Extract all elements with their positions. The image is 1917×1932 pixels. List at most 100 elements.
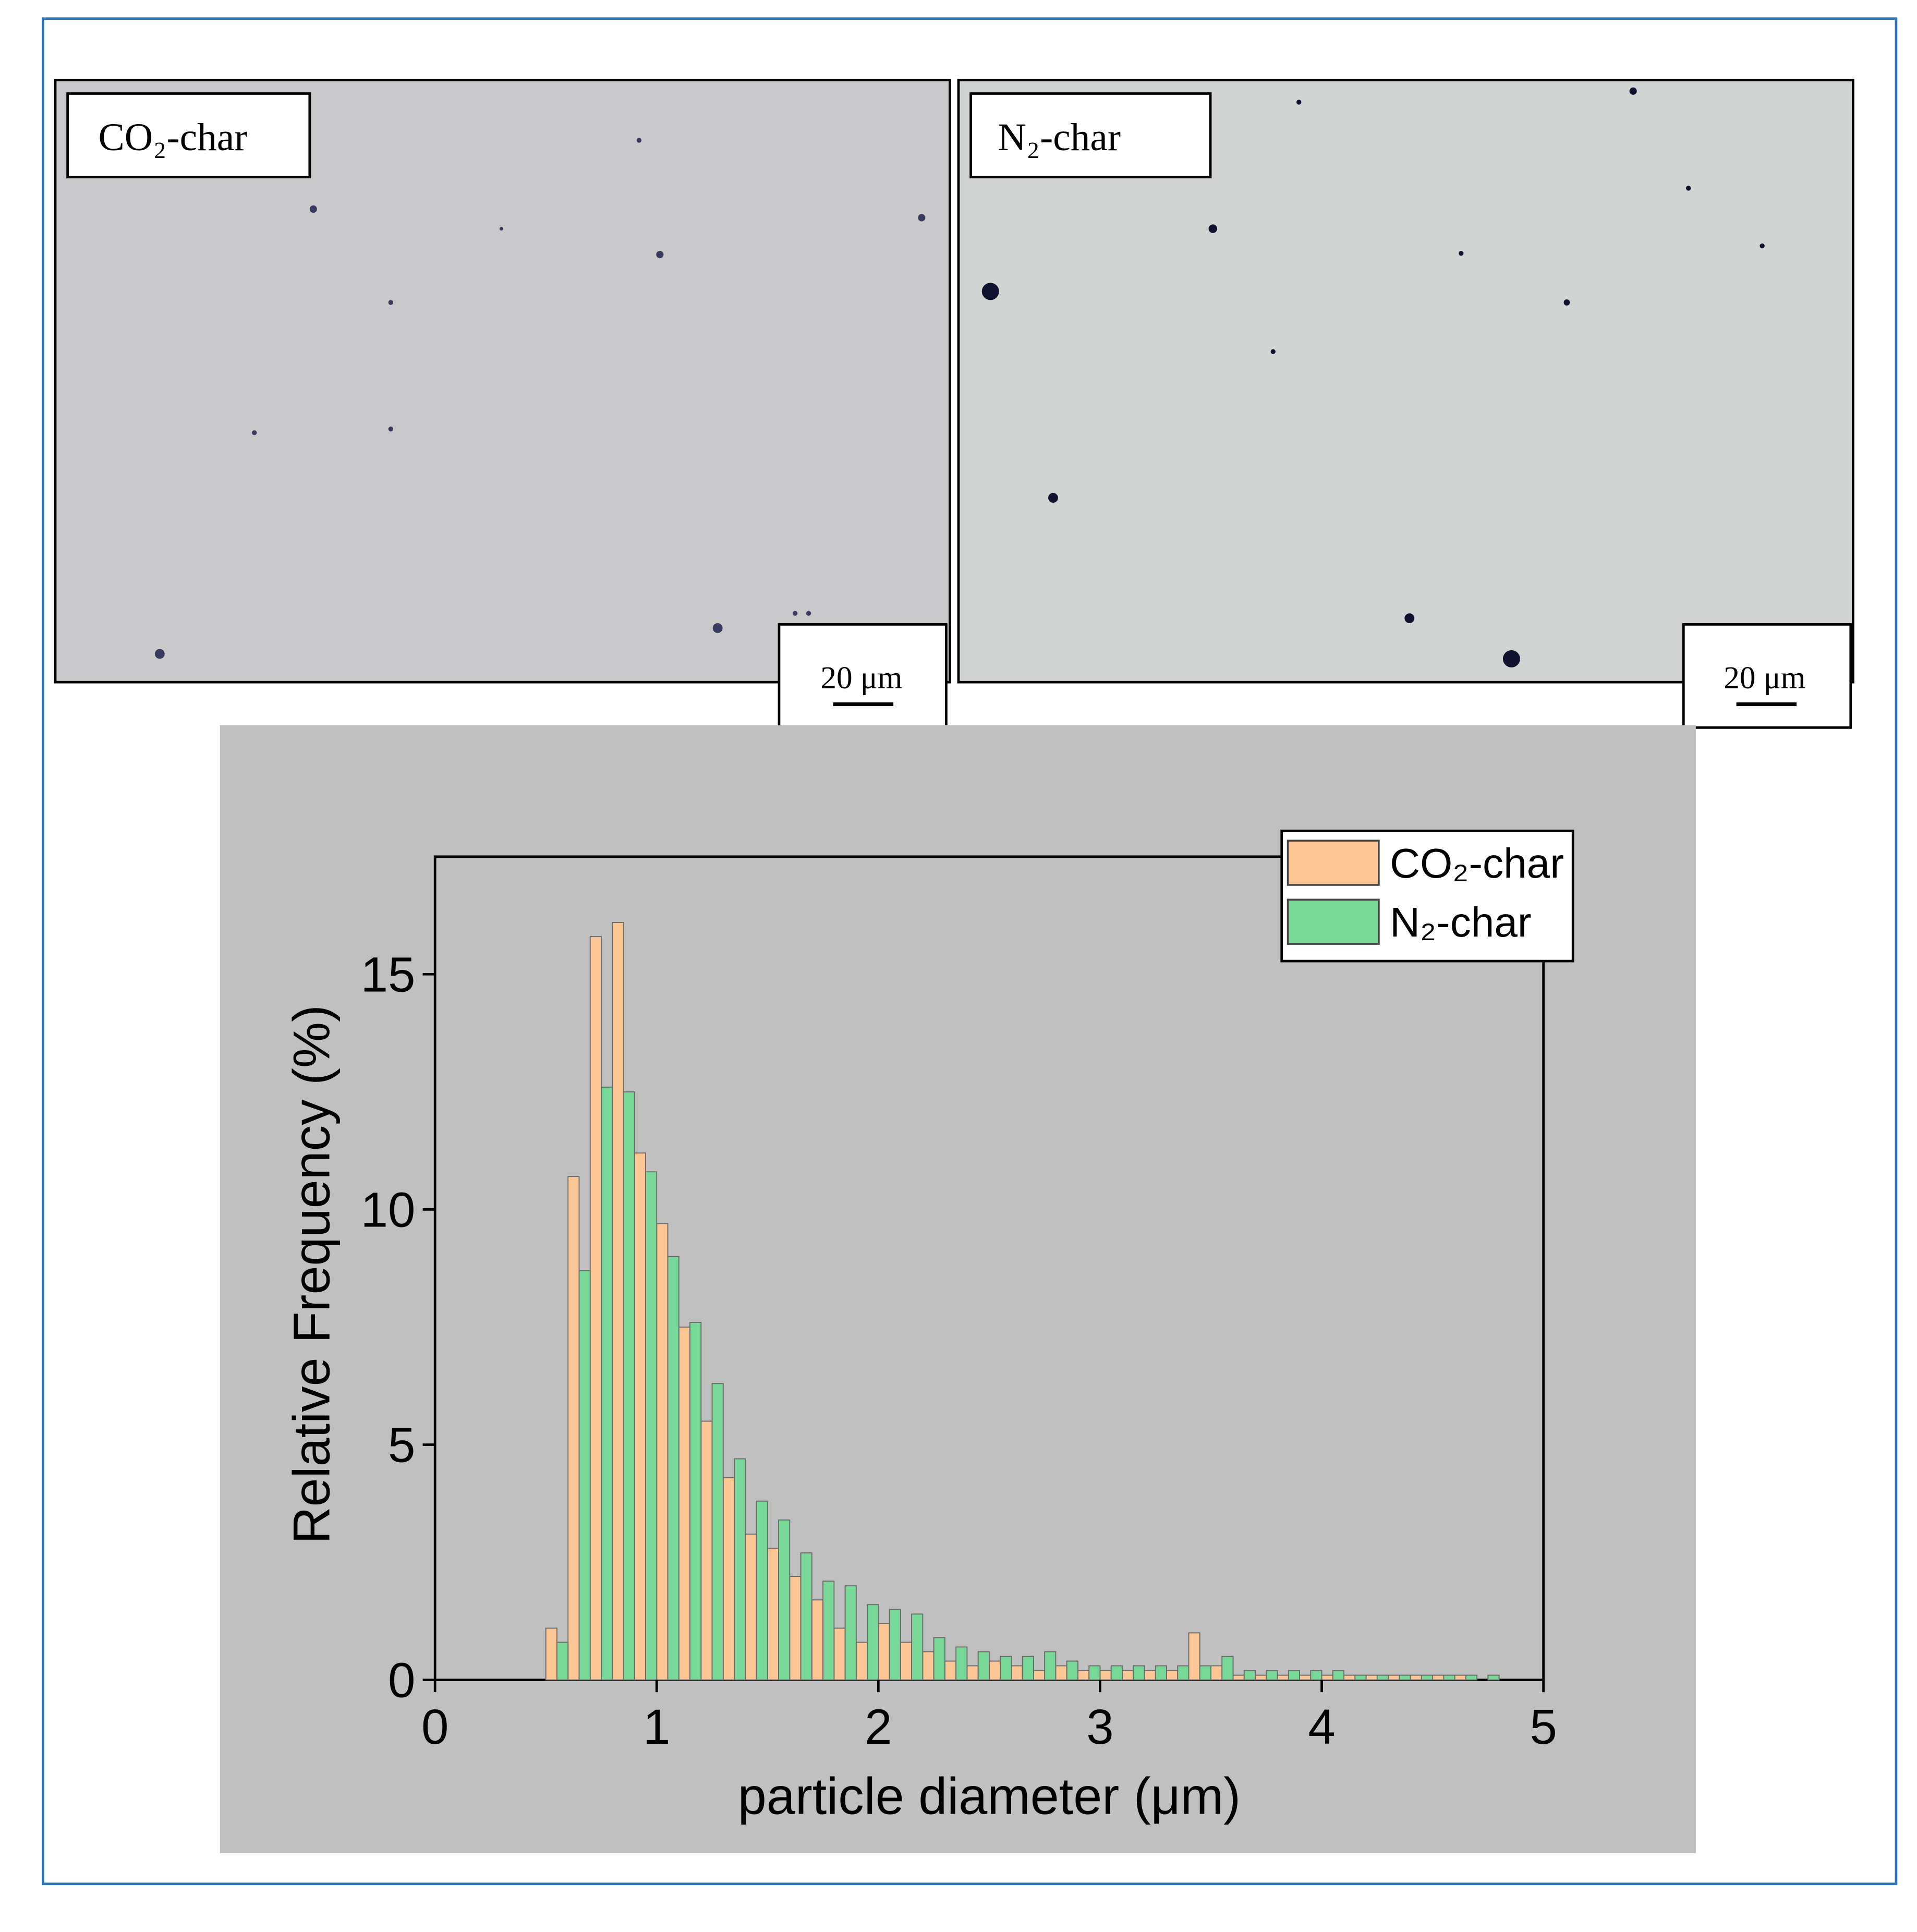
bar (667, 1256, 680, 1681)
legend-swatch (1287, 898, 1380, 945)
legend-label: N₂-char (1390, 898, 1531, 945)
bar (645, 1171, 658, 1681)
bar (900, 1642, 913, 1681)
x-axis-label: particle diameter (μm) (738, 1767, 1241, 1825)
bar (623, 1091, 635, 1681)
bar (878, 1623, 890, 1681)
image (54, 79, 951, 684)
bar (545, 1627, 557, 1681)
bar (966, 1665, 979, 1681)
bar (1299, 1674, 1312, 1681)
bar (1388, 1674, 1400, 1681)
bar (1000, 1656, 1012, 1681)
bar (1487, 1674, 1500, 1681)
bar (944, 1660, 957, 1681)
micrograph: CO₂-char 20 μm (54, 79, 951, 729)
bar (745, 1533, 757, 1681)
bar (1432, 1674, 1445, 1681)
bar (1288, 1670, 1300, 1681)
y-tick-label: 0 (388, 1653, 415, 1708)
bar (1332, 1670, 1345, 1681)
bar (1188, 1632, 1200, 1681)
bar (1454, 1674, 1466, 1681)
bar (1011, 1665, 1023, 1681)
bar (711, 1383, 724, 1681)
bar (1221, 1656, 1234, 1681)
bar (811, 1599, 824, 1681)
bar (700, 1420, 713, 1681)
y-tick-label: 15 (361, 947, 416, 1002)
bar (722, 1477, 735, 1681)
bar (578, 1270, 591, 1681)
bar (601, 1086, 613, 1681)
bar (955, 1646, 968, 1681)
bar (988, 1660, 1001, 1681)
bar (889, 1609, 901, 1681)
x-tick-label: 0 (421, 1699, 448, 1754)
bar (1199, 1665, 1211, 1681)
bar (1410, 1674, 1422, 1681)
bar (1166, 1670, 1179, 1681)
bar (800, 1552, 812, 1681)
bar (1321, 1674, 1333, 1681)
bar (567, 1176, 580, 1681)
bar (1133, 1665, 1145, 1681)
bar (977, 1651, 990, 1681)
bar (689, 1321, 702, 1681)
bar (678, 1327, 690, 1681)
bar (612, 922, 624, 1681)
bar (1277, 1674, 1289, 1681)
bar (1343, 1674, 1356, 1681)
bar (789, 1576, 802, 1681)
bar (1243, 1670, 1256, 1681)
bar (822, 1581, 835, 1681)
bar (1376, 1674, 1389, 1681)
bar (1399, 1674, 1411, 1681)
bar (1255, 1674, 1267, 1681)
x-tick-label: 4 (1308, 1699, 1335, 1754)
image (957, 79, 1854, 684)
bar (656, 1223, 669, 1681)
particles (154, 138, 926, 659)
bar (1099, 1670, 1112, 1681)
bar (1066, 1660, 1078, 1681)
scale-box (778, 623, 948, 729)
bar (911, 1613, 924, 1681)
bar (1122, 1670, 1134, 1681)
bar (1155, 1665, 1167, 1681)
x-tick-label: 5 (1530, 1699, 1557, 1754)
bar (734, 1458, 746, 1681)
bar (1354, 1674, 1367, 1681)
bar (1310, 1670, 1323, 1681)
bar (1144, 1670, 1156, 1681)
bar (1077, 1670, 1090, 1681)
bar (1033, 1670, 1046, 1681)
scale-label: 20 μm (820, 660, 902, 696)
bar (778, 1519, 791, 1681)
bar (1266, 1670, 1278, 1681)
x-tick-label: 3 (1086, 1699, 1113, 1754)
panel-label: CO₂-char (99, 116, 248, 159)
bar (767, 1548, 780, 1681)
chart: 0 5 10 15 0 1 2 3 4 5 particle diameter (μm) Relati… (220, 725, 1696, 1853)
bar (1365, 1674, 1378, 1681)
legend-label: CO₂-char (1390, 840, 1564, 886)
bar (1055, 1665, 1067, 1681)
bar (1465, 1674, 1478, 1681)
bar (589, 936, 602, 1681)
y-tick-label: 5 (388, 1417, 415, 1472)
bar (855, 1642, 868, 1681)
label-box (969, 92, 1212, 179)
bar (1210, 1665, 1223, 1681)
x-tick-label: 2 (865, 1699, 892, 1754)
particles (981, 87, 1765, 667)
micrograph: N₂-char 20 μm (957, 79, 1854, 729)
bar (1443, 1674, 1455, 1681)
y-tick-label: 10 (361, 1182, 416, 1237)
bar (556, 1642, 569, 1681)
scale-label: 20 μm (1724, 660, 1805, 696)
legend-swatch (1287, 840, 1380, 886)
bar (1022, 1656, 1034, 1681)
y-axis-label: Relative Frequency (%) (283, 1005, 341, 1544)
